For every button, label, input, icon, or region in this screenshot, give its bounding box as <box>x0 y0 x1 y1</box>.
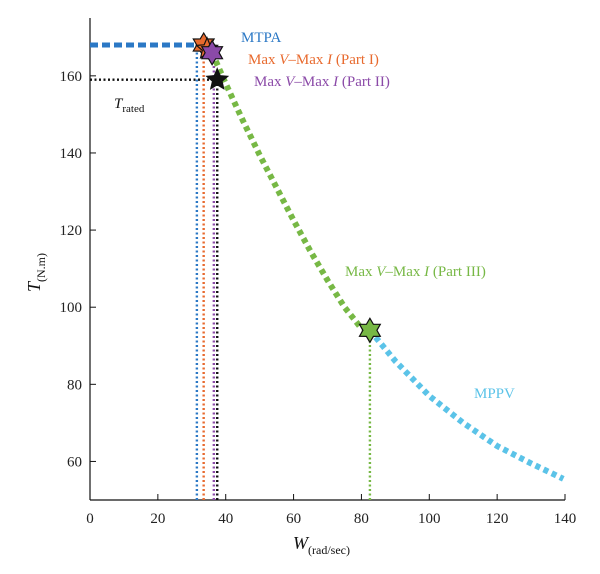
star-marker <box>205 67 230 90</box>
x-tick-label: 140 <box>554 511 577 527</box>
star-marker <box>358 317 382 344</box>
label-mppv: MPPV <box>474 386 515 402</box>
y-tick-label: 140 <box>60 146 83 162</box>
x-ticks: 0 20 40 60 80 100 120 140 <box>86 494 576 527</box>
x-tick-label: 40 <box>218 511 233 527</box>
label-part3: Max V–Max I (Part III) <box>345 264 486 280</box>
y-tick-label: 80 <box>67 377 82 393</box>
series-lines <box>209 51 565 482</box>
y-tick-label: 160 <box>60 69 83 85</box>
x-tick-label: 0 <box>86 511 94 527</box>
guide-lines <box>90 42 372 500</box>
y-tick-label: 60 <box>67 454 82 470</box>
label-part1: Max V–Max I (Part I) <box>248 52 379 68</box>
star-marker <box>200 39 224 66</box>
y-tick-label: 100 <box>60 300 83 316</box>
series-line <box>209 51 371 334</box>
markers <box>192 31 382 344</box>
axes <box>89 18 565 501</box>
y-tick-label: 120 <box>60 223 83 239</box>
series-line <box>367 328 565 482</box>
y-ticks: 60 80 100 120 140 160 <box>60 69 96 470</box>
x-tick-label: 20 <box>150 511 165 527</box>
x-tick-label: 60 <box>286 511 301 527</box>
x-tick-label: 120 <box>486 511 509 527</box>
y-axis-title: T(N.m) <box>24 253 48 292</box>
x-axis-title: W(rad/sec) <box>293 533 350 557</box>
label-part2: Max V–Max I (Part II) <box>254 74 390 90</box>
label-trated: Trated <box>114 96 145 115</box>
x-tick-label: 80 <box>354 511 369 527</box>
label-mtpa: MTPA <box>241 30 281 46</box>
x-tick-label: 100 <box>418 511 441 527</box>
